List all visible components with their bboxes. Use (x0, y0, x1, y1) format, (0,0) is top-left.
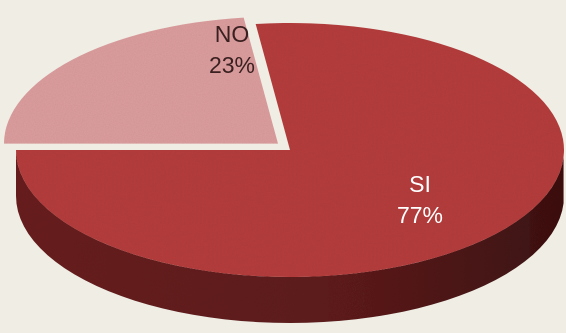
pie-slice-si (16, 22, 565, 277)
slice-value-label-no: 23% (209, 52, 255, 78)
slice-value-label-si: 77% (397, 202, 443, 228)
slice-label-no: NO (215, 21, 250, 47)
pie-slice-no (4, 17, 278, 144)
slice-label-si: SI (409, 171, 431, 197)
pie-slice-side-shade (16, 150, 564, 323)
